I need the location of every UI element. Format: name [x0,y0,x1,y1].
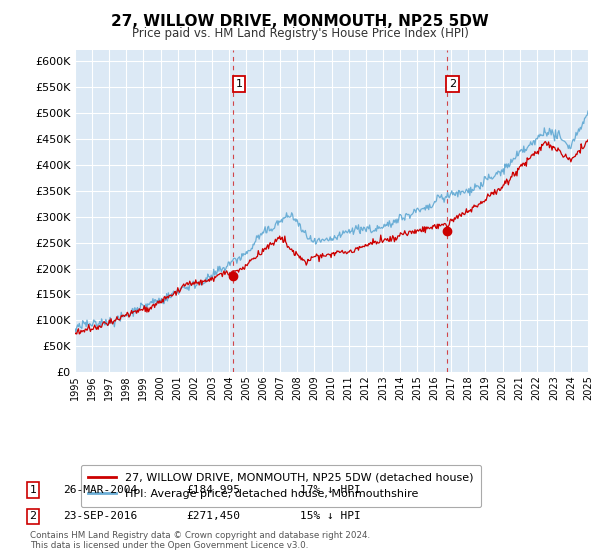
Text: £271,450: £271,450 [186,511,240,521]
Text: 23-SEP-2016: 23-SEP-2016 [63,511,137,521]
Legend: 27, WILLOW DRIVE, MONMOUTH, NP25 5DW (detached house), HPI: Average price, detac: 27, WILLOW DRIVE, MONMOUTH, NP25 5DW (de… [80,465,481,507]
Text: 27, WILLOW DRIVE, MONMOUTH, NP25 5DW: 27, WILLOW DRIVE, MONMOUTH, NP25 5DW [111,14,489,29]
Text: Price paid vs. HM Land Registry's House Price Index (HPI): Price paid vs. HM Land Registry's House … [131,27,469,40]
Text: 2: 2 [449,79,456,89]
Text: 1: 1 [29,485,37,495]
Text: 1: 1 [235,79,242,89]
Text: 26-MAR-2004: 26-MAR-2004 [63,485,137,495]
Text: 2: 2 [29,511,37,521]
Text: Contains HM Land Registry data © Crown copyright and database right 2024.
This d: Contains HM Land Registry data © Crown c… [30,530,370,550]
Text: 17% ↓ HPI: 17% ↓ HPI [300,485,361,495]
Text: 15% ↓ HPI: 15% ↓ HPI [300,511,361,521]
Text: £184,995: £184,995 [186,485,240,495]
